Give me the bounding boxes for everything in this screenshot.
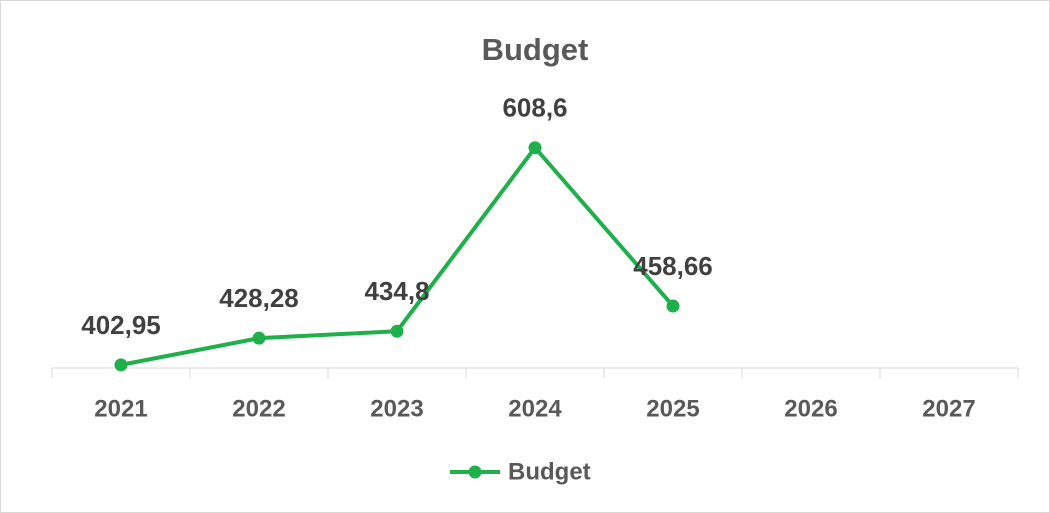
legend-label: Budget — [508, 458, 591, 485]
x-tick-label: 2026 — [784, 395, 837, 422]
data-label: 458,66 — [633, 251, 713, 281]
data-label: 434,8 — [364, 276, 429, 306]
data-point — [252, 331, 266, 345]
data-label: 428,28 — [219, 283, 299, 313]
x-tick-label: 2021 — [94, 395, 147, 422]
data-point — [528, 141, 542, 155]
data-label: 608,6 — [502, 93, 567, 123]
x-tick-label: 2025 — [646, 395, 699, 422]
x-tick-label: 2024 — [508, 395, 562, 422]
data-point — [114, 358, 128, 372]
legend-marker — [468, 465, 482, 479]
x-tick-label: 2023 — [370, 395, 423, 422]
x-tick-label: 2022 — [232, 395, 285, 422]
data-point — [390, 324, 404, 338]
x-tick-label: 2027 — [922, 395, 975, 422]
chart-title: Budget — [482, 32, 589, 67]
data-label: 402,95 — [81, 310, 161, 340]
data-point — [666, 299, 680, 313]
